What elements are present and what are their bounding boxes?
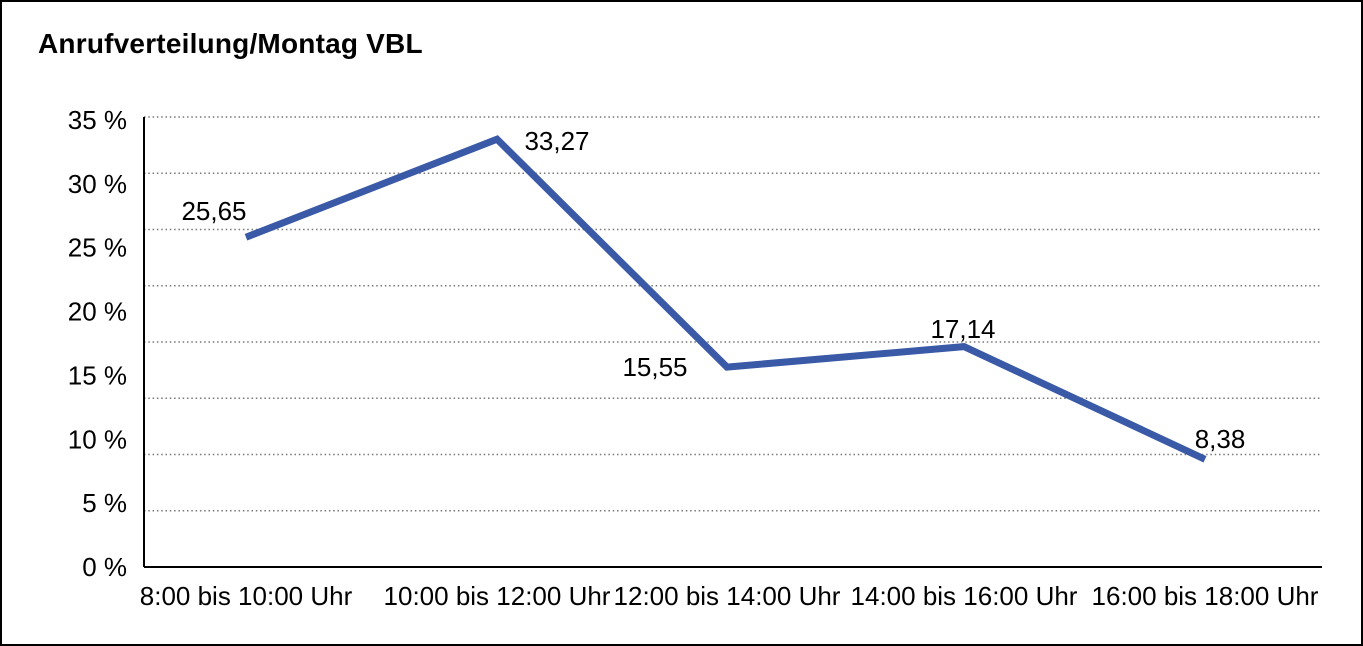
x-tick-label: 14:00 bis 16:00 Uhr: [851, 581, 1078, 611]
value-label: 15,55: [622, 352, 687, 382]
y-tick-label: 20 %: [68, 297, 127, 327]
value-label: 25,65: [181, 196, 246, 226]
y-tick-label: 10 %: [68, 424, 127, 454]
data-series-line: [244, 135, 1207, 463]
value-label: 8,38: [1195, 424, 1246, 454]
chart-title: Anrufverteilung/Montag VBL: [38, 28, 423, 59]
value-label: 17,14: [930, 314, 995, 344]
value-label: 33,27: [524, 126, 589, 156]
x-tick-label: 10:00 bis 12:00 Uhr: [384, 581, 611, 611]
y-tick-label: 25 %: [68, 233, 127, 263]
y-tick-label: 15 %: [68, 360, 127, 390]
y-tick-label: 35 %: [68, 105, 127, 135]
y-tick-label: 0 %: [82, 552, 127, 582]
y-tick-label: 30 %: [68, 169, 127, 199]
x-tick-label: 16:00 bis 18:00 Uhr: [1092, 581, 1319, 611]
y-tick-label: 5 %: [82, 488, 127, 518]
x-tick-label: 12:00 bis 14:00 Uhr: [614, 581, 841, 611]
x-tick-label: 8:00 bis 10:00 Uhr: [140, 581, 353, 611]
